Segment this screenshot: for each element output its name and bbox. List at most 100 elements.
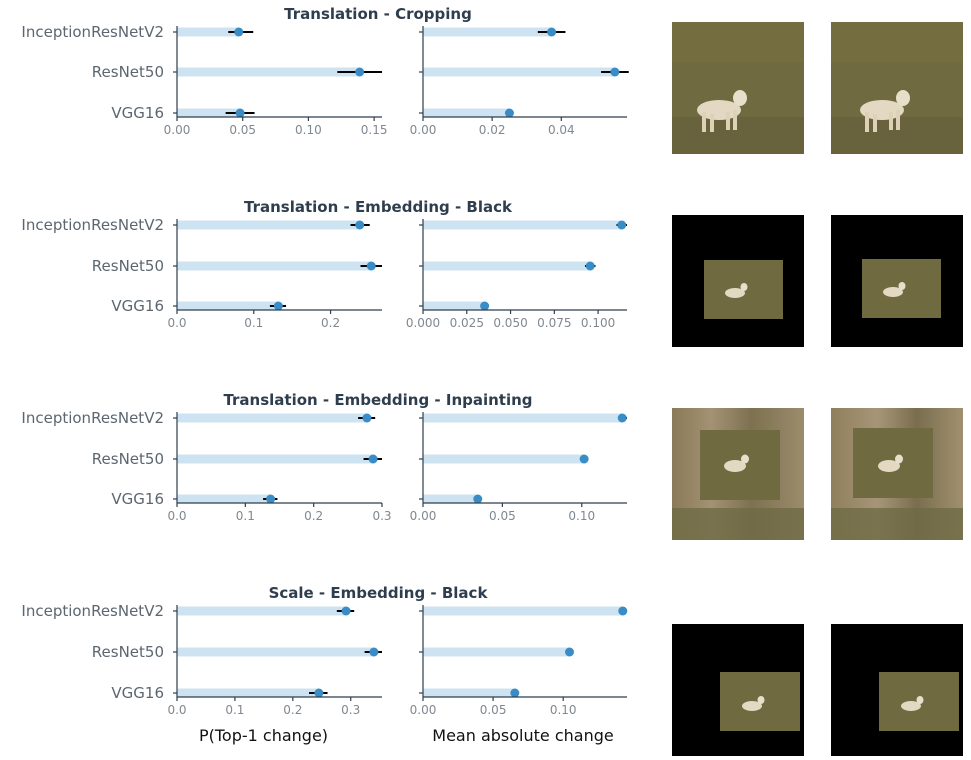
data-point	[235, 108, 245, 118]
data-point	[617, 413, 627, 423]
dog-embedded-inpainted-image	[672, 408, 804, 540]
data-point	[234, 27, 244, 37]
x-tick-label: 0.3	[341, 703, 360, 717]
panel-mean-change: 0.000 0.025 0.050 0.075 0.100	[406, 219, 627, 330]
bar	[423, 108, 510, 118]
x-tick-label: 0.2	[321, 316, 340, 330]
x-tick-label: 0.100	[581, 316, 615, 330]
panel-probability: 0.00 0.05 0.10 0.15	[164, 26, 387, 137]
bar	[177, 261, 372, 271]
x-axis-label: P(Top-1 change)	[199, 726, 328, 745]
bar	[177, 647, 374, 657]
data-point	[504, 108, 514, 118]
x-tick-label: 0.1	[244, 316, 263, 330]
panel-probability: 0.0 0.1 0.2 0.3 P(Top-1 change)	[167, 605, 382, 745]
category-label: InceptionResNetV2	[21, 409, 164, 427]
data-point	[341, 606, 351, 616]
data-point	[369, 647, 379, 657]
data-point	[266, 494, 276, 504]
bar	[177, 413, 367, 423]
bar	[423, 606, 623, 616]
chart-row-1: Translation - Embedding - Black Inception…	[21, 198, 627, 330]
x-tick-label: 0.10	[568, 509, 595, 523]
data-point	[362, 413, 372, 423]
panel-probability: 0.0 0.1 0.2	[167, 219, 382, 330]
category-label: InceptionResNetV2	[21, 602, 164, 620]
category-label: VGG16	[111, 684, 164, 702]
data-point	[480, 301, 490, 311]
bar	[423, 220, 622, 230]
data-point	[366, 261, 376, 271]
thumbnail-scale-black-original	[672, 624, 804, 756]
dog-on-grass-image	[672, 22, 804, 154]
data-point	[355, 220, 365, 230]
category-label: VGG16	[111, 297, 164, 315]
dog-on-grass-image	[831, 22, 963, 154]
panel-mean-change: 0.00 0.05 0.10 Mean absolute change	[410, 605, 628, 745]
x-tick-label: 0.00	[410, 509, 437, 523]
x-tick-label: 0.05	[229, 123, 256, 137]
bar	[423, 688, 515, 698]
data-point	[510, 688, 520, 698]
category-label: ResNet50	[92, 643, 164, 661]
x-tick-label: 0.3	[372, 509, 391, 523]
x-tick-label: 0.04	[548, 123, 575, 137]
bar	[423, 27, 552, 37]
bar	[177, 220, 360, 230]
bar	[423, 454, 585, 464]
x-axis-label: Mean absolute change	[432, 726, 613, 745]
thumbnail-embedding-black-transformed	[831, 215, 963, 347]
chart-row-2: Translation - Embedding - Inpainting Ince…	[21, 391, 627, 523]
bar	[423, 67, 615, 77]
data-point	[617, 220, 627, 230]
thumbnail-embedding-inpainting-original	[672, 408, 804, 540]
bar	[177, 301, 279, 311]
category-label: InceptionResNetV2	[21, 216, 164, 234]
x-tick-label: 0.02	[479, 123, 506, 137]
bar	[177, 108, 241, 118]
data-point	[579, 454, 589, 464]
category-label: InceptionResNetV2	[21, 23, 164, 41]
x-tick-label: 0.10	[295, 123, 322, 137]
data-point	[618, 606, 628, 616]
data-point	[355, 67, 365, 77]
x-tick-label: 0.00	[164, 123, 191, 137]
data-point	[368, 454, 378, 464]
dog-embedded-black-image	[831, 215, 963, 347]
x-tick-label: 0.05	[480, 703, 507, 717]
data-point	[547, 27, 557, 37]
panel-mean-change: 0.00 0.02 0.04	[410, 26, 629, 137]
thumbnail-scale-black-transformed	[831, 624, 963, 756]
x-tick-label: 0.2	[304, 509, 323, 523]
category-label: VGG16	[111, 104, 164, 122]
bar	[423, 301, 485, 311]
x-tick-label: 0.1	[225, 703, 244, 717]
data-point	[610, 67, 620, 77]
chart-title: Translation - Embedding - Inpainting	[223, 391, 532, 409]
x-tick-label: 0.0	[167, 509, 186, 523]
dog-scaled-black-image	[672, 624, 804, 756]
panel-mean-change: 0.00 0.05 0.10	[410, 412, 627, 523]
bar	[177, 606, 347, 616]
bar	[177, 27, 239, 37]
x-tick-label: 0.0	[167, 316, 186, 330]
data-point	[585, 261, 595, 271]
x-tick-label: 0.2	[283, 703, 302, 717]
x-tick-label: 0.10	[550, 703, 577, 717]
thumbnail-embedding-inpainting-transformed	[831, 408, 963, 540]
bar	[423, 647, 570, 657]
bar	[423, 494, 478, 504]
category-label: ResNet50	[92, 257, 164, 275]
category-label: VGG16	[111, 490, 164, 508]
thumbnail-cropping-original	[672, 22, 804, 154]
dog-embedded-inpainted-image	[831, 408, 963, 540]
thumbnail-cropping-transformed	[831, 22, 963, 154]
chart-title: Translation - Embedding - Black	[244, 198, 513, 216]
x-tick-label: 0.05	[489, 509, 516, 523]
x-tick-label: 0.000	[406, 316, 440, 330]
x-tick-label: 0.075	[537, 316, 571, 330]
x-tick-label: 0.025	[450, 316, 484, 330]
data-point	[314, 688, 324, 698]
chart-title: Translation - Cropping	[284, 5, 472, 23]
